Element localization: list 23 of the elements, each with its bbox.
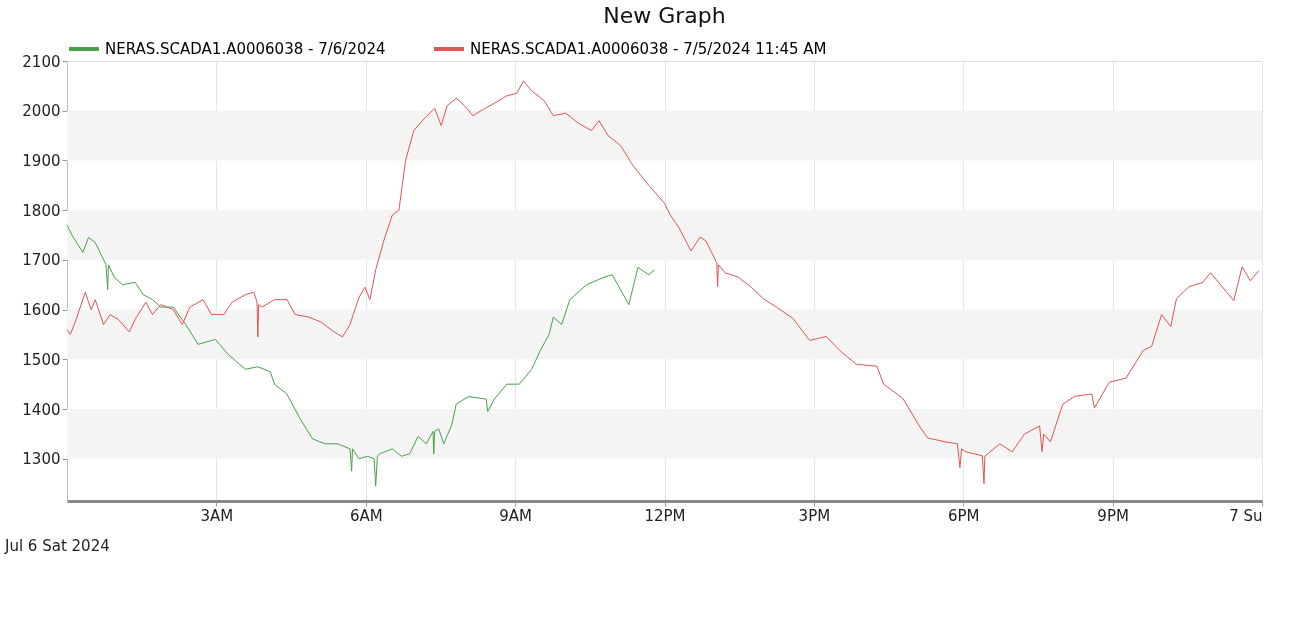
chart-title: New Graph: [603, 3, 726, 28]
text: Jul 6 Sat 2024: [4, 537, 110, 555]
legend-label: NERAS.SCADA1.A0006038 - 7/6/2024: [105, 40, 386, 58]
y-tick-label: 1500: [22, 350, 61, 369]
x-tick-label: 12PM: [644, 506, 686, 525]
y-tick-label: 1300: [22, 450, 61, 469]
line-series: [66, 80, 1260, 485]
x-tick-label: 3PM: [798, 506, 831, 525]
y-tick-label: 1600: [22, 301, 61, 320]
y-tick-label: 1900: [22, 151, 61, 170]
x-tick-label: 6AM: [349, 506, 383, 525]
y-tick-label: 2000: [22, 102, 61, 121]
x-tick-label: 7 Su: [1229, 506, 1263, 525]
x-tick-label: 6PM: [947, 506, 980, 525]
x-tick-label: 9PM: [1097, 506, 1129, 525]
legend-label: NERAS.SCADA1.A0006038 - 7/5/2024 11:45 AM: [470, 40, 827, 58]
y-tick-label: 1400: [22, 400, 61, 419]
line-series: [66, 224, 656, 487]
x-tick-label: 3AM: [200, 506, 234, 525]
y-tick-label: 1800: [22, 201, 61, 220]
x-tick-label: 9AM: [499, 506, 532, 525]
y-tick-label: 2100: [22, 52, 61, 71]
y-tick-label: 1700: [22, 251, 61, 270]
